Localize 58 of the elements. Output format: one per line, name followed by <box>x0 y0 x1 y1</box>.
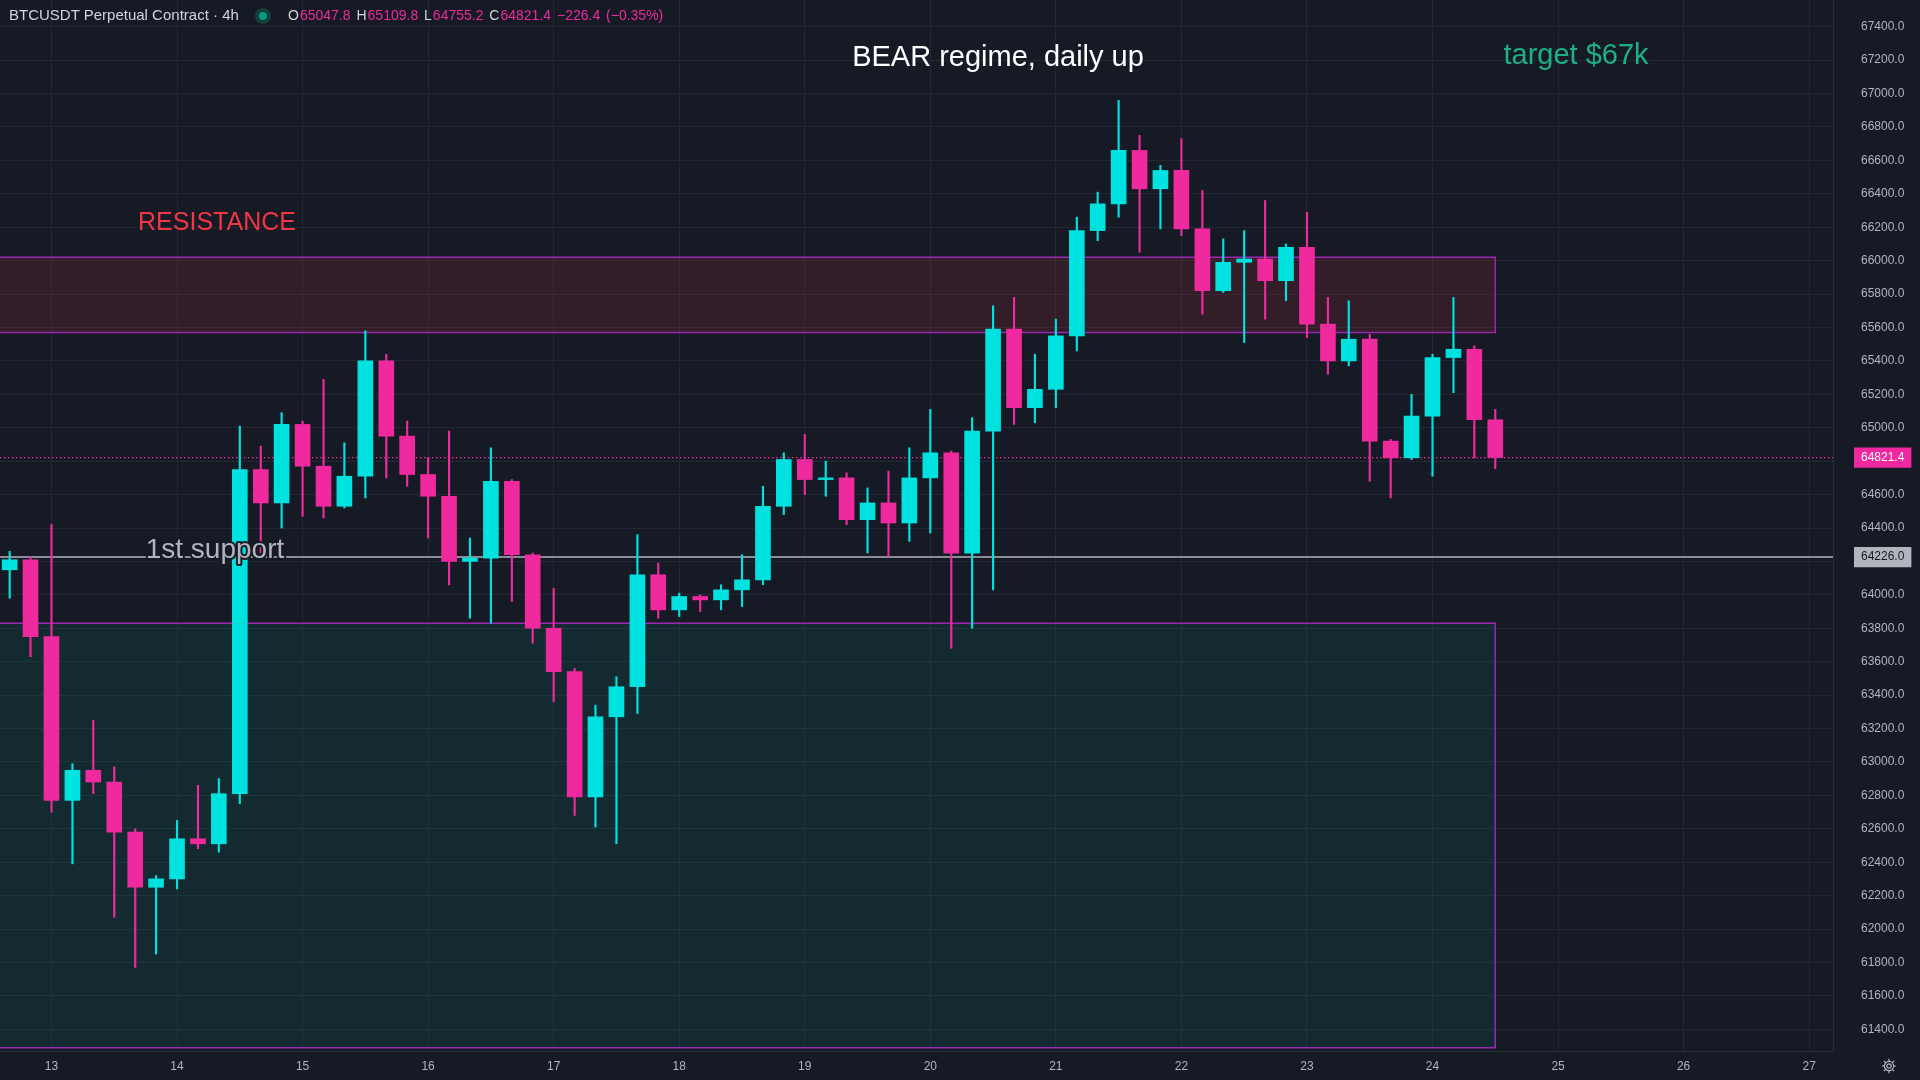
x-tick-label: 19 <box>798 1058 812 1073</box>
candlestick <box>1152 165 1169 230</box>
y-tick-label: 67000.0 <box>1861 85 1905 100</box>
text: O65047.8 H65109.8 L64755.2 C64821.4 −226.4 (−0.35%) <box>288 6 664 23</box>
x-tick-label: 20 <box>923 1058 938 1073</box>
candlestick <box>859 487 876 554</box>
y-tick-label: 67400.0 <box>1861 19 1905 34</box>
y-tick-label: 65600.0 <box>1861 319 1905 334</box>
y-tick-label: 61600.0 <box>1861 988 1905 1003</box>
x-tick-label: 26 <box>1676 1058 1691 1073</box>
y-tick-label: 64821.4 <box>1861 449 1905 464</box>
y-tick-label: 63400.0 <box>1861 687 1905 702</box>
y-tick-label: 64226.0 <box>1861 549 1905 564</box>
x-tick-label: 25 <box>1551 1058 1566 1073</box>
y-tick-label: 64000.0 <box>1861 587 1905 602</box>
y-tick-label: 67200.0 <box>1861 52 1905 67</box>
y-tick-label: 65400.0 <box>1861 353 1905 368</box>
annotation: target $67k <box>1503 38 1650 70</box>
x-tick-label: 14 <box>170 1058 185 1073</box>
x-tick-label: 24 <box>1425 1058 1440 1073</box>
y-tick-label: 66400.0 <box>1861 186 1905 201</box>
x-tick-label: 23 <box>1300 1058 1314 1073</box>
x-tick-label: 27 <box>1802 1058 1817 1073</box>
x-tick-label: 15 <box>295 1058 310 1073</box>
x-tick-label: 21 <box>1049 1058 1063 1073</box>
y-tick-label: 64400.0 <box>1861 520 1905 535</box>
y-tick-label: 65800.0 <box>1861 286 1905 301</box>
x-tick-label: 16 <box>421 1058 436 1073</box>
y-tick-label: 66000.0 <box>1861 252 1905 267</box>
y-tick-label: 66200.0 <box>1861 219 1905 234</box>
candlestick <box>880 470 897 557</box>
y-tick-label: 62200.0 <box>1861 887 1905 902</box>
x-tick-label: 22 <box>1174 1058 1189 1073</box>
y-tick-label: 62800.0 <box>1861 787 1905 802</box>
chart-title: BTCUSDT Perpetual Contract · 4h <box>9 6 239 24</box>
y-tick-label: 65000.0 <box>1861 420 1905 435</box>
y-tick-label: 66600.0 <box>1861 152 1905 167</box>
candlestick <box>1445 297 1462 393</box>
band-label: RESISTANCE <box>138 207 296 236</box>
candlestick <box>608 676 625 845</box>
y-tick-label: 63800.0 <box>1861 620 1905 635</box>
y-tick-label: 61800.0 <box>1861 954 1905 969</box>
candlestick <box>64 763 81 865</box>
candlestick <box>1236 230 1253 343</box>
x-tick-label: 18 <box>672 1058 687 1073</box>
y-tick-label: 66800.0 <box>1861 119 1905 134</box>
y-tick-label: 65200.0 <box>1861 386 1905 401</box>
x-tick-label: 17 <box>546 1058 561 1073</box>
y-tick-label: 64600.0 <box>1861 486 1905 501</box>
y-tick-label: 63600.0 <box>1861 653 1905 668</box>
x-tick-label: 13 <box>44 1058 59 1073</box>
y-tick-label: 62400.0 <box>1861 854 1905 869</box>
y-tick-label: 62600.0 <box>1861 821 1905 836</box>
y-tick-label: 61400.0 <box>1861 1021 1905 1036</box>
annotation: BEAR regime, daily up <box>852 40 1144 72</box>
y-tick-label: 63200.0 <box>1861 720 1905 735</box>
y-tick-label: 62000.0 <box>1861 921 1905 936</box>
y-tick-label: 63000.0 <box>1861 754 1905 769</box>
